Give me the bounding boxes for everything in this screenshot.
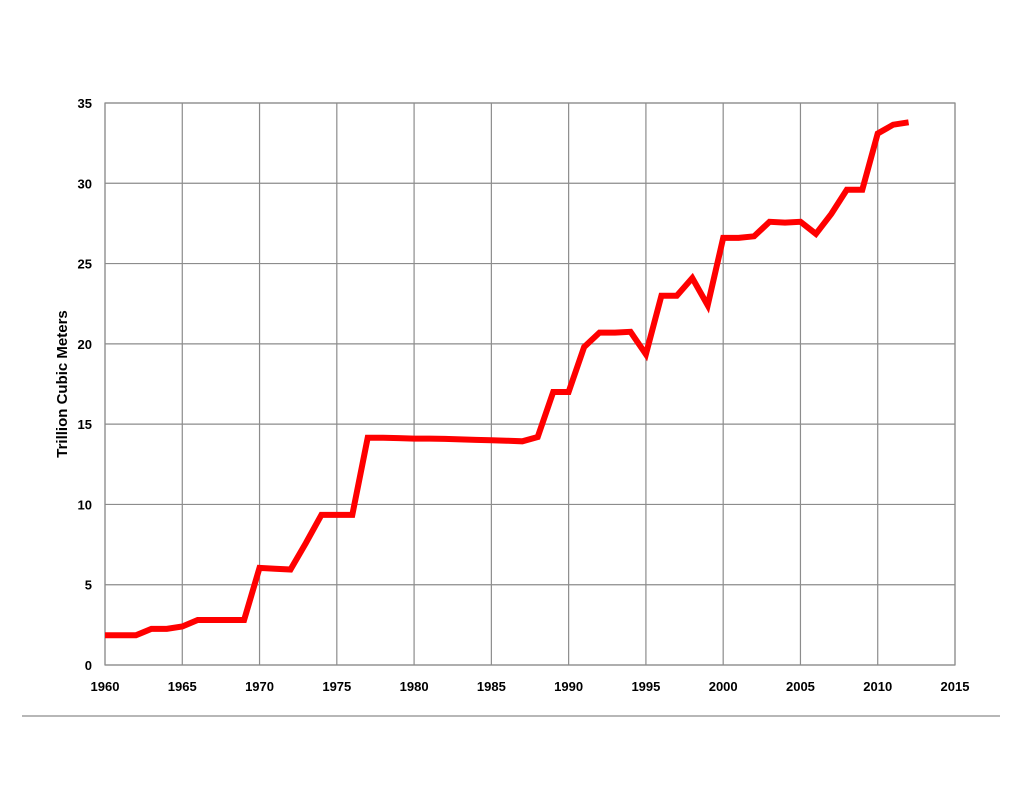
x-tick-label: 1990: [554, 679, 583, 694]
x-tick-label: 1985: [477, 679, 506, 694]
gridlines: [104, 102, 956, 666]
x-tick-label: 1960: [91, 679, 120, 694]
x-tick-label: 2000: [709, 679, 738, 694]
y-tick-label: 5: [85, 578, 92, 593]
y-axis-label: Trillion Cubic Meters: [54, 310, 71, 458]
y-tick-label: 20: [78, 337, 92, 352]
x-tick-label: 2005: [786, 679, 815, 694]
y-tick-label: 30: [78, 176, 92, 191]
x-tick-label: 1980: [400, 679, 429, 694]
x-axis-tick-labels: 1960 1965 1970 1975 1980 1985 1990 1995 2000 2005…: [91, 679, 970, 694]
series-line: [105, 119, 910, 639]
series-layer: [105, 119, 910, 639]
x-tick-label: 1975: [322, 679, 351, 694]
x-tick-label: 1995: [631, 679, 660, 694]
y-tick-label: 25: [78, 257, 92, 272]
y-tick-label: 0: [85, 658, 92, 673]
y-tick-label: 15: [78, 417, 92, 432]
y-tick-label: 10: [78, 497, 92, 512]
x-tick-label: 1965: [168, 679, 197, 694]
y-tick-label: 35: [78, 96, 92, 111]
plot-area-frame: [104, 102, 956, 666]
x-tick-label: 1970: [245, 679, 274, 694]
y-axis-tick-labels: 0 5 10 15 20 25 30 35: [78, 96, 92, 673]
x-tick-label: 2010: [863, 679, 892, 694]
x-tick-label: 2015: [941, 679, 970, 694]
